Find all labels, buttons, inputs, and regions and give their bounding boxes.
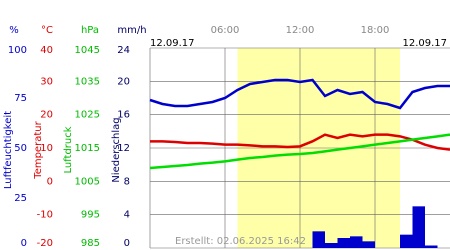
axis-title: Niederschlag	[111, 117, 122, 182]
y-tick-label: 20	[117, 76, 130, 87]
y-tick-label: 12	[117, 143, 130, 154]
precip-bar	[312, 231, 325, 248]
y-tick-label: 10	[40, 143, 53, 154]
y-tick-label: 0	[124, 238, 130, 249]
footer: Erstellt: 02.06.2025 16:42	[175, 236, 306, 247]
precip-bar	[325, 243, 338, 248]
y-tick-label: 16	[117, 110, 130, 121]
y-tick-label: 4	[124, 210, 130, 221]
series-line	[149, 133, 450, 170]
axis-unit: °C	[41, 25, 53, 36]
y-tick-label: 985	[81, 238, 100, 249]
y-tick-label: 24	[117, 45, 130, 56]
axis-unit: %	[9, 25, 19, 36]
y-tick-label: 100	[8, 45, 27, 56]
axis-unit: hPa	[81, 25, 99, 36]
series-line	[150, 133, 450, 151]
y-tick-label: 1015	[75, 143, 100, 154]
axis-title: Luftdruck	[63, 126, 74, 173]
y-tick-label: -10	[37, 210, 53, 221]
y-tick-label: -20	[37, 238, 53, 249]
axis-title: Luftfeuchtigkeit	[3, 111, 14, 189]
precip-bar	[400, 234, 413, 248]
precip-bar	[362, 241, 375, 248]
date-left: 12.09.17	[150, 38, 195, 49]
x-tick-label: 06:00	[211, 25, 240, 36]
y-tick-label: 75	[14, 93, 27, 104]
y-tick-label: 0	[47, 176, 53, 187]
date-right: 12.09.17	[402, 38, 447, 49]
y-tick-label: 1045	[75, 45, 100, 56]
precip-bar	[412, 206, 425, 248]
y-tick-label: 20	[40, 110, 53, 121]
y-tick-label: 1035	[75, 76, 100, 87]
x-tick-label: 12:00	[286, 25, 315, 36]
y-tick-label: 50	[14, 143, 27, 154]
y-tick-label: 1025	[75, 110, 100, 121]
x-tick-label: 18:00	[361, 25, 390, 36]
y-tick-label: 8	[124, 176, 130, 187]
precip-bar	[337, 238, 350, 248]
y-tick-label: 25	[14, 193, 27, 204]
precip-bar	[350, 236, 363, 248]
series-line	[149, 78, 450, 110]
axis-title: Temperatur	[33, 120, 44, 179]
y-tick-label: 995	[81, 210, 100, 221]
y-tick-label: 1005	[75, 176, 100, 187]
y-tick-label: 40	[40, 45, 53, 56]
axis-unit: mm/h	[117, 25, 146, 36]
y-tick-label: 0	[21, 238, 27, 249]
y-tick-label: 30	[40, 76, 53, 87]
precip-bar	[425, 245, 438, 248]
